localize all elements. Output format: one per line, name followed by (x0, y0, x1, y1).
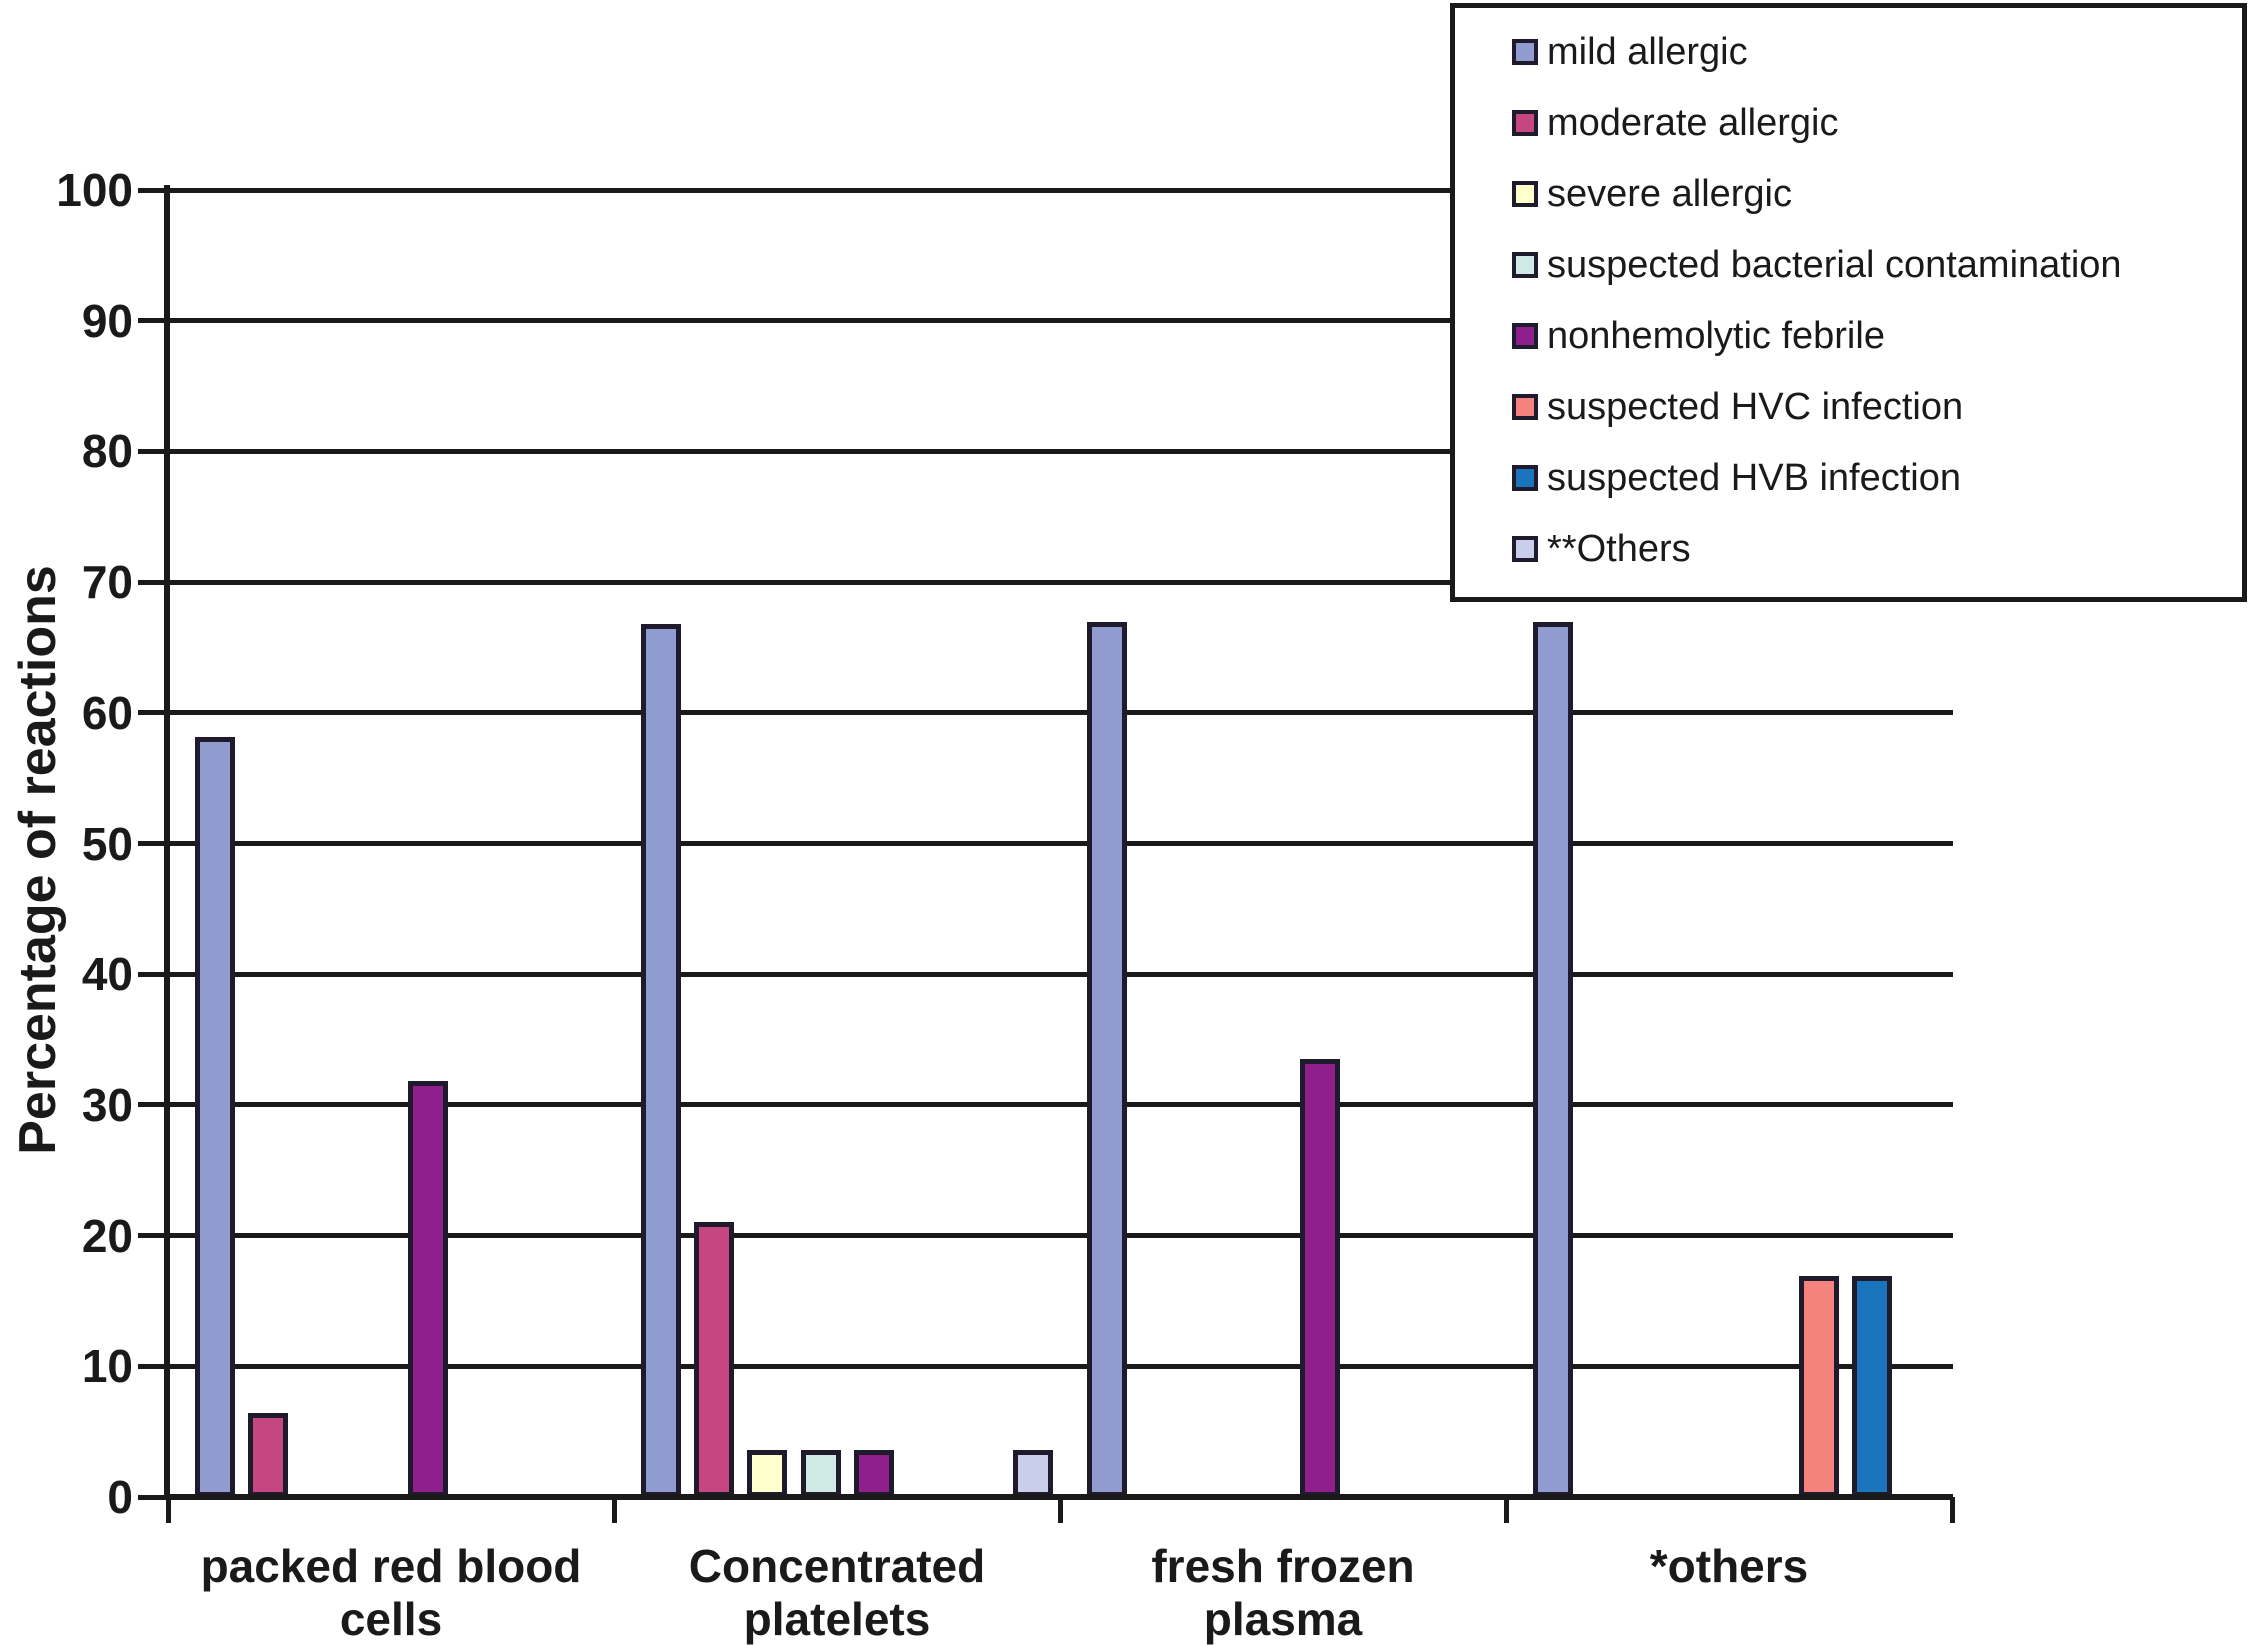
legend-label: moderate allergic (1547, 101, 1839, 144)
bar (1087, 622, 1127, 1497)
bar (641, 623, 681, 1497)
legend-item: suspected bacterial contamination (1512, 229, 2242, 300)
legend-item: moderate allergic (1512, 87, 2242, 158)
y-tick-label: 60 (81, 686, 133, 739)
y-tick-label: 100 (56, 164, 133, 216)
x-category-label: Concentrated platelets (688, 1540, 986, 1645)
gridline (168, 1102, 1953, 1108)
y-tick-label: 30 (81, 1078, 133, 1131)
bar (1533, 622, 1573, 1497)
y-tick-label: 80 (81, 425, 133, 478)
gridline (168, 187, 1953, 193)
x-axis-tick (1057, 1497, 1063, 1523)
y-axis-tick (138, 971, 168, 977)
bar (853, 1449, 894, 1497)
legend-item: nonhemolytic febrile (1512, 300, 2242, 371)
y-axis-tick (138, 579, 168, 585)
y-tick-label: 20 (81, 1209, 133, 1262)
y-tick-label: 70 (81, 556, 133, 609)
legend-swatch-icon (1512, 38, 1538, 65)
bar (1013, 1449, 1054, 1497)
y-axis-tick (138, 1102, 168, 1108)
legend-swatch-icon (1512, 109, 1538, 136)
bar (747, 1449, 788, 1497)
legend-label: suspected bacterial contamination (1547, 243, 2122, 286)
gridline (168, 710, 1953, 716)
gridline (168, 579, 1953, 585)
x-axis-tick (611, 1497, 617, 1523)
legend-item: **Others (1512, 513, 2242, 584)
legend-swatch-icon (1512, 180, 1538, 207)
legend-label: suspected HVB infection (1547, 456, 1962, 499)
x-axis-tick (1503, 1497, 1509, 1523)
y-tick-label: 40 (81, 948, 133, 1001)
legend-swatch-icon (1512, 251, 1538, 278)
y-axis-tick (138, 841, 168, 846)
x-axis-tick (1949, 1497, 1955, 1523)
legend-label: suspected HVC infection (1547, 385, 1964, 428)
bar (1852, 1275, 1893, 1497)
bar (195, 737, 235, 1497)
y-axis-tick (138, 710, 168, 716)
bar (800, 1449, 841, 1497)
legend-item: suspected HVB infection (1512, 442, 2242, 513)
legend-label: nonhemolytic febrile (1547, 314, 1885, 357)
legend-box: mild allergic moderate allergic severe all… (1450, 3, 2247, 602)
gridline (168, 971, 1953, 977)
gridline (168, 448, 1953, 454)
y-axis-tick (138, 1363, 168, 1369)
legend-swatch-icon (1512, 322, 1538, 349)
bar (1299, 1058, 1340, 1497)
y-axis-tick (138, 187, 168, 193)
legend-item: suspected HVC infection (1512, 371, 2242, 442)
x-category-label: *others (1649, 1540, 1809, 1592)
y-axis-tick (138, 1233, 168, 1239)
y-axis-tick (138, 318, 168, 324)
gridline (168, 841, 1953, 846)
legend-swatch-icon (1512, 535, 1538, 562)
bar (407, 1080, 448, 1497)
y-tick-label: 50 (81, 817, 133, 870)
legend-label: **Others (1547, 527, 1691, 570)
legend-item: mild allergic (1512, 16, 2242, 87)
y-axis-tick (138, 1494, 168, 1500)
y-axis-tick (138, 448, 168, 454)
bar (694, 1222, 735, 1497)
bar (248, 1412, 289, 1497)
y-tick-label: 90 (81, 294, 133, 347)
legend-label: mild allergic (1547, 30, 1748, 73)
x-category-label: fresh frozen plasma (1151, 1540, 1415, 1645)
legend-item: severe allergic (1512, 158, 2242, 229)
y-tick-label: 10 (81, 1340, 133, 1393)
gridline (168, 318, 1953, 324)
legend-label: severe allergic (1547, 172, 1792, 215)
legend-swatch-icon (1512, 464, 1538, 491)
legend-swatch-icon (1512, 393, 1538, 420)
bar (1799, 1275, 1839, 1497)
gridline (168, 1363, 1953, 1369)
gridline (168, 1233, 1953, 1239)
x-category-label: packed red blood cells (200, 1540, 582, 1645)
x-axis-tick (165, 1497, 171, 1523)
y-tick-label: 0 (107, 1471, 133, 1523)
